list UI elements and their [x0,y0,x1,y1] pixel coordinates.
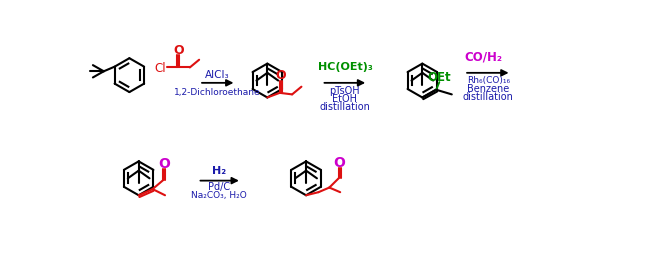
Text: Benzene: Benzene [467,84,509,94]
Text: O: O [158,157,170,171]
Text: O: O [173,44,184,57]
Text: distillation: distillation [320,102,370,113]
Text: Pd/C: Pd/C [208,182,230,192]
Text: H₂: H₂ [212,166,226,176]
Text: distillation: distillation [463,92,514,102]
Text: EtOH: EtOH [332,94,357,104]
Text: AlCl₃: AlCl₃ [206,70,230,80]
Text: HC(OEt)₃: HC(OEt)₃ [318,62,373,72]
Text: 1,2-Dichloroethane: 1,2-Dichloroethane [174,88,261,97]
Text: pTsOH: pTsOH [330,86,360,96]
Text: Na₂CO₃, H₂O: Na₂CO₃, H₂O [192,191,247,200]
Text: Rh₆(CO)₁₆: Rh₆(CO)₁₆ [467,76,510,85]
Text: O: O [275,69,286,82]
Text: O: O [333,156,345,170]
Text: CO/H₂: CO/H₂ [464,51,502,64]
Text: OEt: OEt [428,71,452,84]
Text: Cl: Cl [154,62,166,75]
